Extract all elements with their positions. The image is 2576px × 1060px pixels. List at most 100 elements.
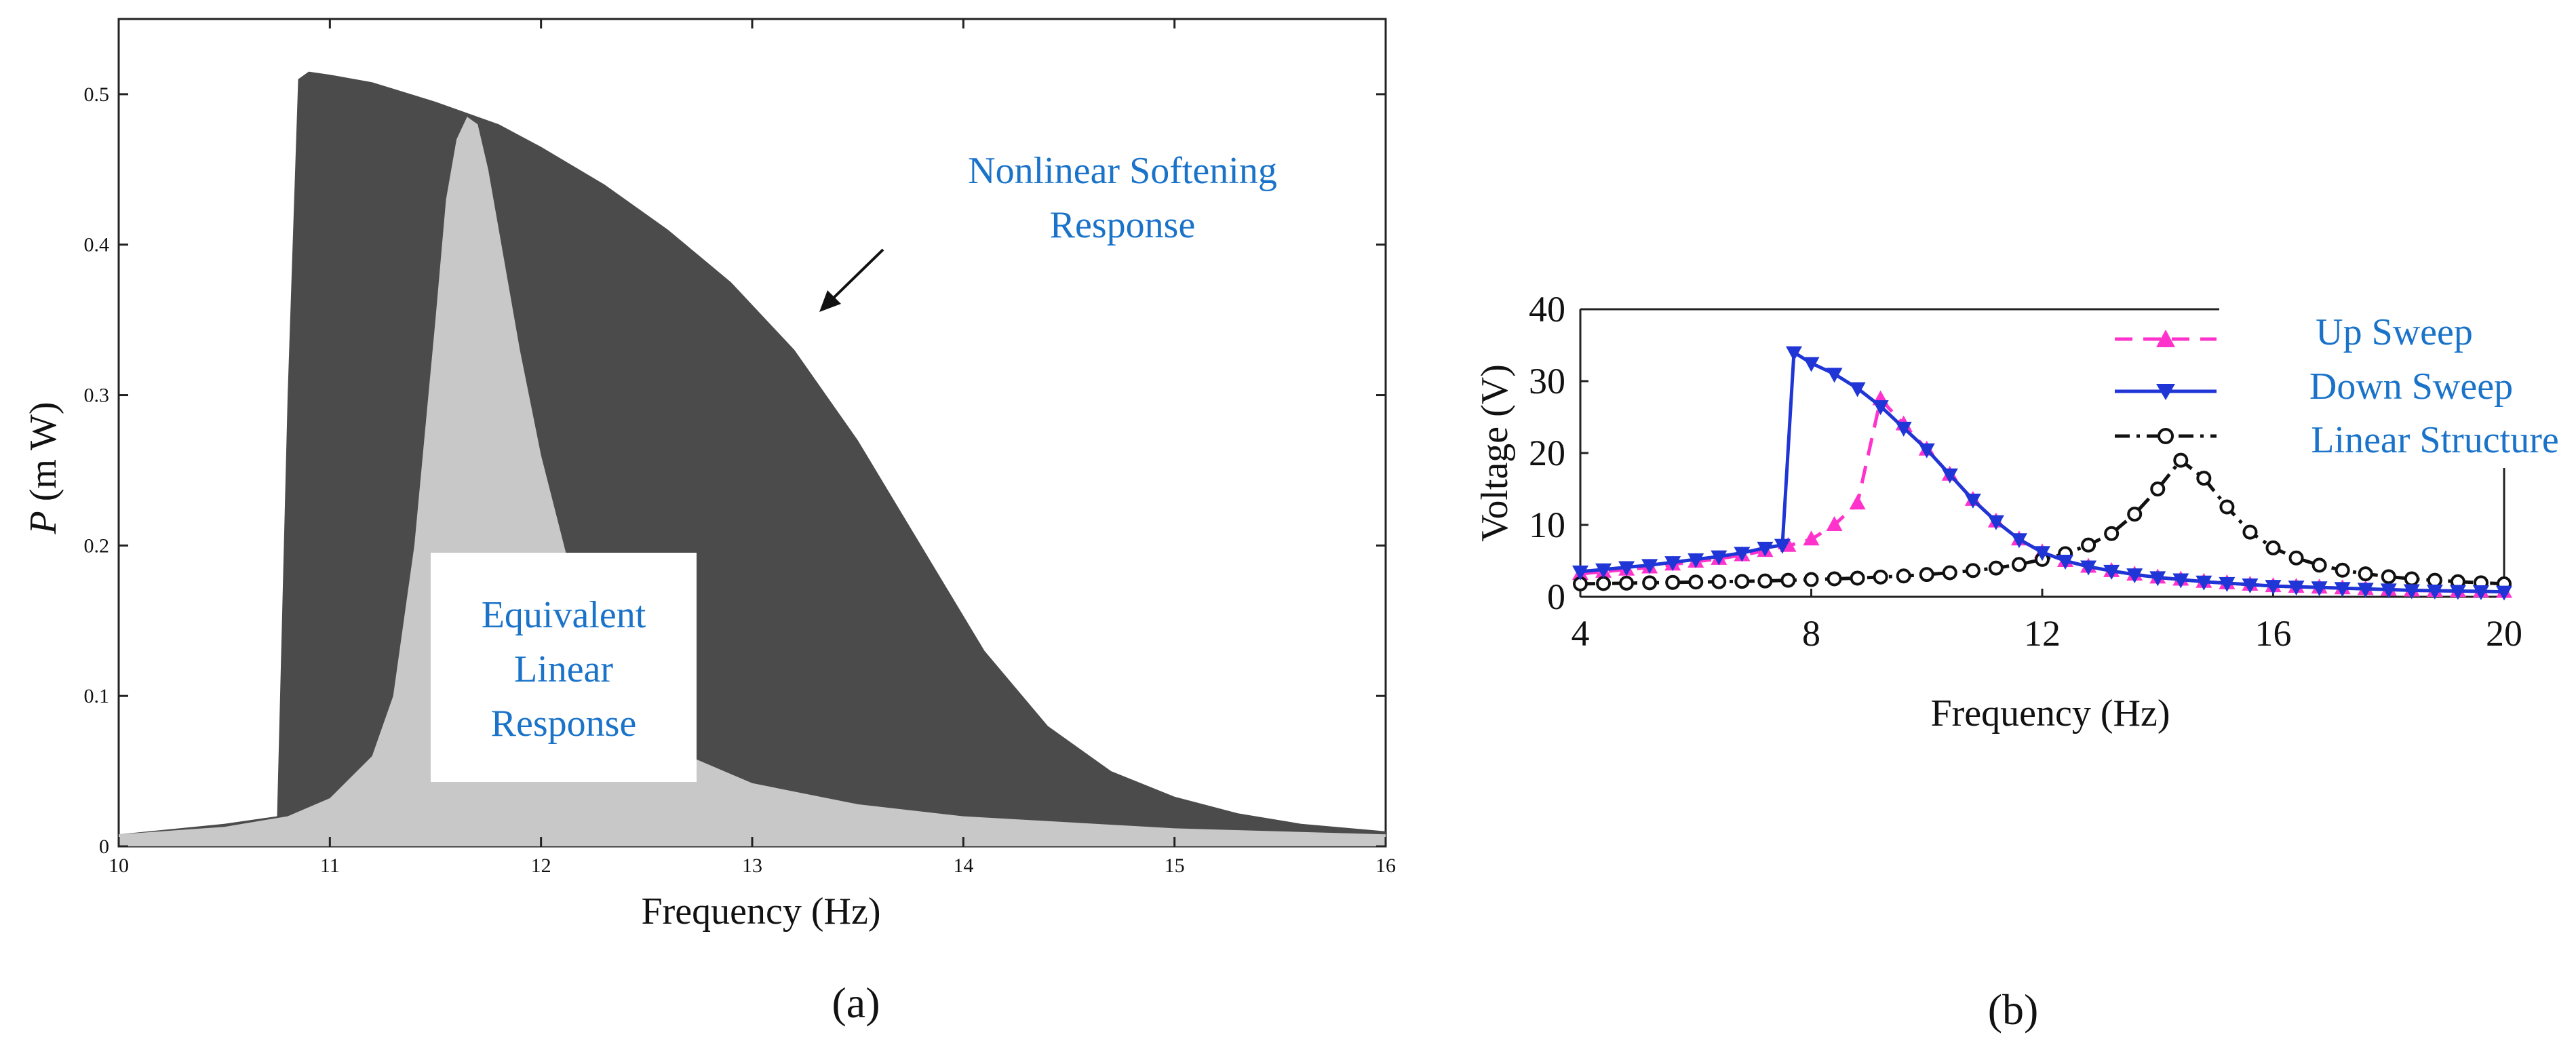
- point-linear-structure: [1688, 574, 1704, 590]
- point-down-sweep: [1987, 515, 2004, 530]
- chart-a-annotation-linear-line2: Linear: [514, 648, 613, 690]
- point-down-sweep: [1774, 538, 1791, 554]
- point-up-sweep: [1826, 516, 1843, 531]
- chart-a-annotation-nonlinear-line2: Response: [1050, 204, 1196, 246]
- point-linear-structure: [1711, 574, 1727, 589]
- point-linear-structure: [1827, 571, 1842, 587]
- point-linear-structure: [2427, 572, 2442, 588]
- point-linear-structure: [1873, 569, 1888, 585]
- chart-b-x-tick-label: 16: [2255, 613, 2292, 654]
- point-down-sweep: [2080, 560, 2097, 576]
- point-linear-structure: [2127, 507, 2143, 522]
- chart-a-x-ticks: 10 11 12 13 14 15 16: [109, 19, 1396, 877]
- chart-b-y-tick-label: 10: [1529, 505, 1565, 545]
- chart-a-y-tick-label: 0.3: [84, 385, 110, 407]
- point-linear-structure: [2381, 569, 2396, 585]
- point-linear-structure: [1642, 575, 1658, 591]
- point-down-sweep: [2010, 533, 2027, 549]
- point-linear-structure: [1803, 572, 1819, 587]
- point-down-sweep: [1872, 400, 1889, 416]
- chart-a-panel-label: (a): [832, 979, 880, 1027]
- chart-a-y-tick-label: 0.4: [84, 234, 110, 256]
- point-linear-structure: [1988, 560, 2004, 576]
- chart-a-x-tick-label: 11: [320, 855, 340, 877]
- point-linear-structure: [2219, 499, 2235, 515]
- point-down-sweep: [2496, 585, 2512, 601]
- point-linear-structure: [1619, 575, 1635, 591]
- legend-down-sweep-marker: [2156, 384, 2175, 400]
- point-up-sweep: [1849, 494, 1866, 510]
- point-down-sweep: [2196, 575, 2212, 591]
- chart-b-series-down-sweep: [1572, 346, 2512, 601]
- point-down-sweep: [2288, 581, 2305, 596]
- point-linear-structure: [1919, 567, 1934, 583]
- series-line-up-sweep: [1580, 397, 2505, 594]
- point-down-sweep: [2126, 568, 2143, 584]
- point-down-sweep: [2357, 583, 2374, 598]
- point-down-sweep: [2172, 573, 2189, 589]
- chart-b-x-tick-label: 20: [2486, 613, 2522, 654]
- point-down-sweep: [1711, 550, 1728, 566]
- chart-a-annotation-arrowhead: [819, 290, 841, 312]
- point-down-sweep: [2103, 564, 2120, 580]
- point-linear-structure: [2404, 571, 2419, 587]
- chart-a-annotation-arrow: [827, 248, 884, 304]
- chart-a-y-ticks: 0 0.1 0.2 0.3 0.4 0.5: [84, 83, 1386, 858]
- point-linear-structure: [2335, 562, 2350, 578]
- chart-a-ylabel-unit: (m W): [22, 402, 64, 511]
- point-down-sweep: [2034, 546, 2050, 562]
- chart-a-y-tick-label: 0.5: [84, 83, 110, 106]
- point-down-sweep: [2403, 584, 2420, 600]
- point-linear-structure: [1665, 574, 1681, 590]
- chart-b-y-tick-label: 20: [1529, 433, 1565, 473]
- chart-b-y-ticks: 0 10 20 30 40: [1529, 289, 1588, 617]
- point-linear-structure: [2081, 537, 2096, 553]
- point-linear-structure: [2173, 452, 2189, 468]
- point-down-sweep: [1785, 346, 1802, 361]
- point-down-sweep: [1849, 382, 1866, 397]
- chart-a-x-tick-label: 12: [531, 855, 551, 877]
- point-linear-structure: [1734, 574, 1750, 589]
- chart-b-series-linear-structure: [1573, 452, 2512, 591]
- point-linear-structure: [2242, 524, 2258, 540]
- point-down-sweep: [1757, 541, 1774, 557]
- point-down-sweep: [2242, 578, 2259, 593]
- point-down-sweep: [2380, 583, 2397, 599]
- chart-a-annotation-linear-line1: Equivalent: [482, 594, 646, 636]
- point-down-sweep: [2057, 555, 2074, 570]
- point-linear-structure: [2104, 526, 2120, 541]
- legend-up-sweep-label: Up Sweep: [2316, 311, 2473, 353]
- chart-a-xlabel: Frequency (Hz): [642, 890, 881, 933]
- chart-a-x-tick-label: 10: [109, 855, 129, 877]
- point-down-sweep: [1641, 559, 1658, 574]
- point-down-sweep: [2265, 580, 2282, 595]
- chart-a-x-tick-label: 13: [742, 855, 762, 877]
- chart-a-annotation-nonlinear-line1: Nonlinear Softening: [968, 150, 1277, 192]
- legend-down-sweep-label: Down Sweep: [2309, 366, 2513, 408]
- point-linear-structure: [1942, 565, 1957, 581]
- point-down-sweep: [2449, 585, 2466, 600]
- chart-b-y-tick-label: 40: [1529, 289, 1565, 330]
- chart-a-x-tick-label: 16: [1375, 855, 1396, 877]
- chart-b-y-tick-label: 30: [1529, 361, 1565, 401]
- point-down-sweep: [2219, 576, 2236, 592]
- point-down-sweep: [1941, 468, 1958, 484]
- point-down-sweep: [1895, 421, 1912, 437]
- chart-b-y-tick-label: 0: [1547, 576, 1565, 617]
- point-down-sweep: [2426, 584, 2443, 600]
- point-linear-structure: [2150, 482, 2166, 496]
- legend-linear-structure-label: Linear Structure: [2311, 419, 2558, 461]
- chart-b-x-tick-label: 12: [2024, 613, 2061, 654]
- chart-b-legend: Up Sweep Down Sweep Linear Structure: [2115, 311, 2559, 461]
- point-linear-structure: [1850, 570, 1865, 586]
- legend-up-sweep-marker: [2156, 330, 2175, 347]
- chart-a-annotation-linear-box: [431, 553, 697, 782]
- point-linear-structure: [1780, 572, 1796, 588]
- chart-b-x-tick-label: 4: [1572, 613, 1590, 654]
- chart-b-ylabel: Voltage (V): [1474, 364, 1516, 542]
- chart-a-annotation-linear-line3: Response: [491, 703, 637, 745]
- point-down-sweep: [1734, 547, 1751, 562]
- chart-b-xlabel: Frequency (Hz): [1931, 692, 2170, 734]
- legend-linear-structure-marker: [2158, 428, 2174, 444]
